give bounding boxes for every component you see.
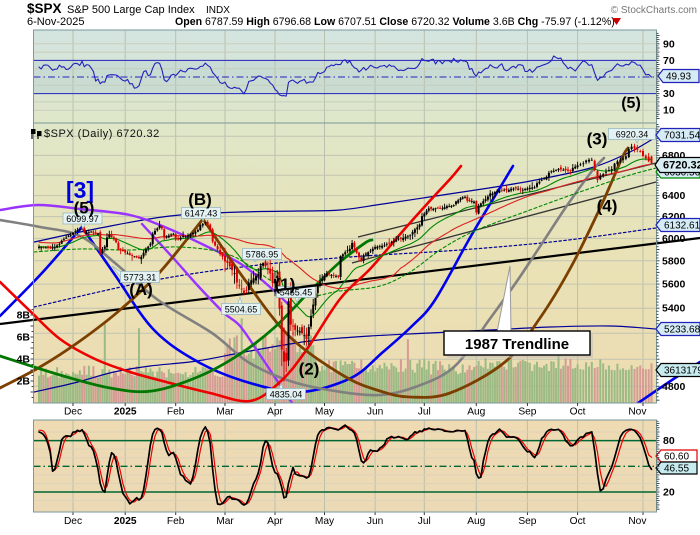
svg-text:6132.61: 6132.61 [664, 221, 700, 232]
svg-text:46.55: 46.55 [664, 464, 689, 475]
svg-text:(B): (B) [188, 190, 212, 209]
svg-text:6920.34: 6920.34 [616, 130, 649, 140]
svg-text:5233.68: 5233.68 [664, 325, 700, 336]
svg-text:8B: 8B [17, 310, 31, 322]
svg-text:Oct: Oct [570, 407, 586, 418]
svg-text:$SPX: $SPX [27, 1, 62, 16]
svg-text:Mar: Mar [216, 407, 234, 418]
svg-text:5773.31: 5773.31 [124, 273, 157, 283]
svg-text:5600: 5600 [662, 279, 686, 291]
svg-text:1987 Trendline: 1987 Trendline [465, 336, 569, 353]
svg-text:Mar: Mar [216, 516, 234, 527]
svg-text:Dec: Dec [64, 516, 82, 527]
svg-text:90: 90 [663, 38, 675, 50]
svg-text:6-Nov-2025: 6-Nov-2025 [27, 16, 84, 28]
svg-text:(3): (3) [587, 130, 608, 149]
svg-text:4B: 4B [17, 354, 31, 366]
svg-text:6099.97: 6099.97 [66, 214, 99, 224]
svg-text:S&P 500 Large Cap Index: S&P 500 Large Cap Index [67, 4, 195, 16]
svg-text:Jun: Jun [367, 407, 383, 418]
svg-text:Sep: Sep [518, 516, 536, 527]
svg-text:[3]: [3] [66, 177, 94, 203]
svg-text:5504.65: 5504.65 [225, 305, 258, 315]
svg-text:2025: 2025 [114, 407, 137, 418]
svg-text:Apr: Apr [267, 407, 283, 418]
svg-text:Open 6787.59 High 6796.68 Low: Open 6787.59 High 6796.68 Low 6707.51 Cl… [175, 16, 615, 28]
svg-text:6000: 6000 [662, 233, 686, 245]
svg-text:6720.32: 6720.32 [663, 160, 700, 172]
svg-text:5786.95: 5786.95 [246, 250, 279, 260]
svg-text:80: 80 [663, 435, 675, 447]
svg-text:7031.54: 7031.54 [664, 131, 700, 142]
svg-text:4835.04: 4835.04 [270, 390, 303, 400]
svg-text:(1): (1) [275, 275, 296, 294]
svg-text:20: 20 [663, 487, 675, 499]
svg-text:Aug: Aug [467, 516, 485, 527]
svg-text:(5): (5) [621, 95, 641, 112]
svg-text:4800: 4800 [662, 381, 686, 393]
svg-text:2B: 2B [17, 376, 31, 388]
svg-text:Apr: Apr [267, 516, 283, 527]
svg-text:May: May [315, 407, 335, 418]
svg-text:6400: 6400 [662, 190, 686, 202]
svg-text:6B: 6B [17, 332, 31, 344]
svg-text:May: May [315, 516, 335, 527]
svg-text:2025: 2025 [114, 516, 137, 527]
svg-text:Oct: Oct [570, 516, 586, 527]
svg-text:Nov: Nov [628, 516, 647, 527]
svg-text:5400: 5400 [662, 303, 686, 315]
svg-text:(A): (A) [129, 280, 153, 299]
svg-text:30: 30 [663, 88, 675, 100]
svg-text:60.60: 60.60 [664, 452, 689, 463]
svg-text:(2): (2) [299, 360, 320, 379]
svg-text:6147.43: 6147.43 [185, 209, 218, 219]
svg-text:Feb: Feb [167, 516, 185, 527]
svg-text:Aug: Aug [467, 407, 485, 418]
svg-text:10: 10 [663, 105, 675, 117]
svg-text:© StockCharts.com: © StockCharts.com [611, 5, 697, 16]
svg-text:5800: 5800 [662, 255, 686, 267]
svg-text:$SPX (Daily) 6720.32: $SPX (Daily) 6720.32 [44, 128, 160, 140]
svg-text:Sep: Sep [518, 407, 536, 418]
svg-text:Jul: Jul [418, 516, 431, 527]
svg-text:Nov: Nov [628, 407, 647, 418]
svg-text:Jun: Jun [367, 516, 383, 527]
svg-text:Dec: Dec [64, 407, 82, 418]
svg-text:(5): (5) [74, 199, 95, 218]
svg-text:5455.45: 5455.45 [280, 288, 313, 298]
svg-text:Jul: Jul [418, 407, 431, 418]
svg-text:3613179: 3613179 [664, 366, 700, 377]
svg-text:49.93: 49.93 [666, 72, 691, 83]
svg-text:INDX: INDX [206, 5, 230, 16]
svg-text:70: 70 [663, 55, 675, 67]
svg-text:Feb: Feb [167, 407, 185, 418]
svg-text:(4): (4) [597, 197, 618, 216]
